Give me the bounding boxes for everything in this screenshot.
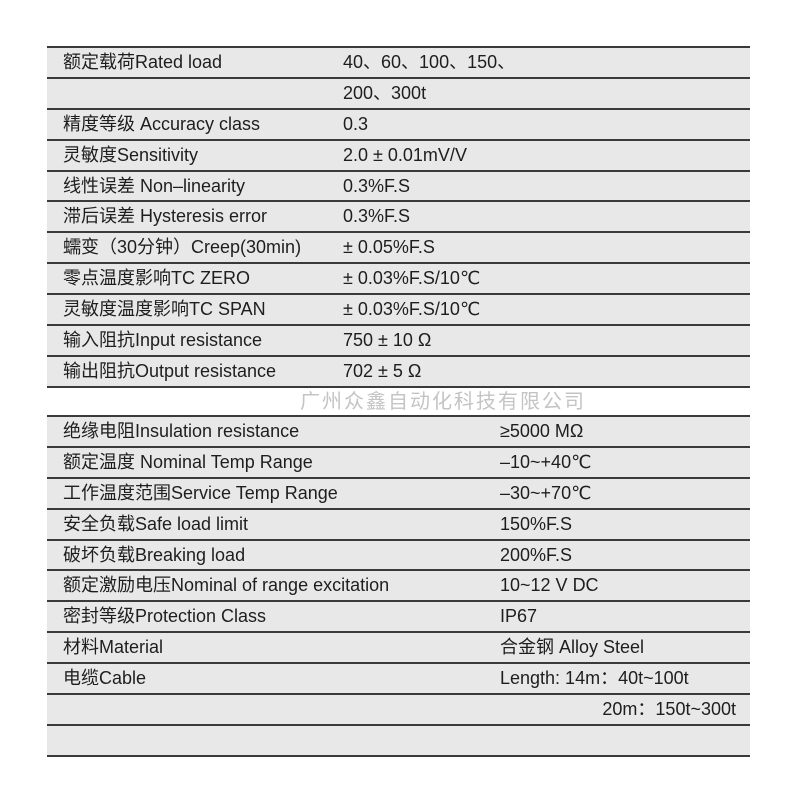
spec-value: 200%F.S xyxy=(500,544,573,565)
table-row: 200、300t xyxy=(47,78,750,110)
spec-label: 蠕变（30分钟）Creep(30min) xyxy=(63,237,302,258)
spec-value: –10~+40℃ xyxy=(500,451,592,472)
table-row: 额定载荷Rated load 40、60、100、150、 xyxy=(47,48,750,79)
spec-value: IP67 xyxy=(500,606,538,627)
spec-value: 0.3%F.S xyxy=(343,206,411,227)
table-row xyxy=(47,725,750,757)
spec-table-2: 绝缘电阻Insulation resistance ≥5000 MΩ 额定温度 No… xyxy=(47,415,750,757)
table-row: 材料Material 合金钢 Alloy Steel xyxy=(47,633,750,665)
spec-label: 安全负载Safe load limit xyxy=(63,513,249,534)
table-row: 输入阻抗Input resistance 750 ± 10 Ω xyxy=(47,326,750,357)
table-row: 灵敏度温度影响TC SPAN ± 0.03%F.S/10℃ xyxy=(47,295,750,327)
spec-value: 200、300t xyxy=(343,82,427,103)
table-row: 灵敏度Sensitivity 2.0 ± 0.01mV/V xyxy=(47,140,750,172)
table-row: 绝缘电阻Insulation resistance ≥5000 MΩ xyxy=(47,417,750,448)
spec-value: 20m：150t~300t xyxy=(602,699,736,720)
spec-value: 702 ± 5 Ω xyxy=(343,360,422,381)
spec-label: 灵敏度Sensitivity xyxy=(63,144,199,165)
spec-value: ± 0.05%F.S xyxy=(343,237,435,258)
table-row: 工作温度范围Service Temp Range –30~+70℃ xyxy=(47,478,750,510)
watermark: 广州众鑫自动化科技有限公司 xyxy=(300,391,586,413)
spec-label: 线性误差 Non–linearity xyxy=(63,175,246,196)
table-row: 线性误差 Non–linearity 0.3%F.S xyxy=(47,171,750,203)
spec-value: ± 0.03%F.S/10℃ xyxy=(343,299,481,320)
spec-value: 750 ± 10 Ω xyxy=(343,330,432,351)
spec-label: 零点温度影响TC ZERO xyxy=(63,268,250,289)
spec-label: 灵敏度温度影响TC SPAN xyxy=(63,299,266,320)
table-row: 额定激励电压Nominal of range excitation 10~12 V… xyxy=(47,571,750,603)
table-row: 安全负载Safe load limit 150%F.S xyxy=(47,509,750,541)
spec-label: 破坏负载Breaking load xyxy=(63,544,246,565)
spec-value: 10~12 V DC xyxy=(500,575,599,596)
table-row: 额定温度 Nominal Temp Range –10~+40℃ xyxy=(47,447,750,479)
spec-table-1: 额定载荷Rated load 40、60、100、150、 200、300t 精度等级… xyxy=(47,46,750,388)
spec-label: 绝缘电阻Insulation resistance xyxy=(63,421,300,441)
spec-value: –30~+70℃ xyxy=(500,482,592,503)
spec-label: 输入阻抗Input resistance xyxy=(63,330,263,351)
spec-label: 输出阻抗Output resistance xyxy=(63,360,277,381)
table-row: 蠕变（30分钟）Creep(30min) ± 0.05%F.S xyxy=(47,233,750,265)
spec-label: 精度等级 Accuracy class xyxy=(63,113,261,134)
table-row: 破坏负载Breaking load 200%F.S xyxy=(47,540,750,572)
spec-value: 2.0 ± 0.01mV/V xyxy=(343,144,467,165)
spec-value: ± 0.03%F.S/10℃ xyxy=(343,268,481,289)
spec-label: 额定温度 Nominal Temp Range xyxy=(63,451,313,472)
spec-label: 滞后误差 Hysteresis error xyxy=(63,206,268,227)
spec-value: Length: 14m：40t~100t xyxy=(500,668,689,689)
spec-label: 密封等级Protection Class xyxy=(63,606,267,627)
table-row: 滞后误差 Hysteresis error 0.3%F.S xyxy=(47,202,750,234)
table-row: 零点温度影响TC ZERO ± 0.03%F.S/10℃ xyxy=(47,264,750,296)
spec-label: 工作温度范围Service Temp Range xyxy=(63,482,338,503)
table-row: 电缆Cable Length: 14m：40t~100t xyxy=(47,664,750,696)
spec-value: 150%F.S xyxy=(500,513,573,534)
spec-value: 合金钢 Alloy Steel xyxy=(500,637,645,658)
table-row: 密封等级Protection Class IP67 xyxy=(47,602,750,634)
spec-value: 0.3%F.S xyxy=(343,175,411,196)
spec-label: 额定载荷Rated load xyxy=(63,52,223,72)
table-row: 输出阻抗Output resistance 702 ± 5 Ω xyxy=(47,356,750,388)
spec-label: 材料Material xyxy=(63,637,164,658)
spec-value: 0.3 xyxy=(343,113,369,134)
table-row: 精度等级 Accuracy class 0.3 xyxy=(47,109,750,141)
spec-label: 电缆Cable xyxy=(63,668,147,689)
table-row: 20m：150t~300t xyxy=(47,695,750,726)
spec-value: 40、60、100、150、 xyxy=(343,52,516,72)
spec-value: ≥5000 MΩ xyxy=(500,421,584,441)
spec-label: 额定激励电压Nominal of range excitation xyxy=(63,575,390,596)
